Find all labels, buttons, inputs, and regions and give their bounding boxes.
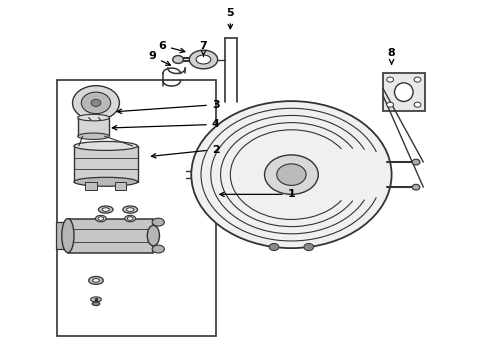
Circle shape	[81, 92, 111, 114]
Ellipse shape	[74, 177, 138, 186]
Circle shape	[414, 102, 421, 107]
Ellipse shape	[96, 215, 106, 222]
Ellipse shape	[62, 219, 74, 253]
Text: 6: 6	[158, 41, 185, 53]
Bar	[115, 182, 126, 190]
Bar	[383, 73, 424, 111]
Circle shape	[387, 77, 393, 82]
Ellipse shape	[196, 55, 211, 64]
Ellipse shape	[98, 206, 113, 213]
Bar	[85, 182, 97, 190]
Ellipse shape	[92, 302, 100, 306]
Text: 2: 2	[151, 144, 220, 158]
Circle shape	[412, 159, 420, 165]
Text: 4: 4	[112, 120, 220, 130]
Text: 8: 8	[388, 48, 395, 64]
Text: 3: 3	[117, 100, 220, 113]
Bar	[68, 219, 153, 253]
Ellipse shape	[91, 297, 101, 302]
Ellipse shape	[89, 276, 103, 284]
Text: 7: 7	[199, 41, 207, 56]
Ellipse shape	[147, 225, 159, 246]
Circle shape	[269, 243, 279, 251]
Ellipse shape	[102, 208, 109, 211]
Ellipse shape	[152, 218, 164, 226]
Bar	[74, 146, 138, 182]
Circle shape	[412, 184, 420, 190]
Ellipse shape	[123, 206, 138, 213]
Ellipse shape	[77, 133, 109, 139]
Circle shape	[277, 164, 306, 185]
Ellipse shape	[77, 114, 109, 121]
Bar	[77, 118, 109, 136]
Ellipse shape	[126, 208, 134, 211]
Ellipse shape	[125, 215, 136, 222]
Circle shape	[265, 155, 318, 194]
Circle shape	[414, 77, 421, 82]
Ellipse shape	[394, 83, 413, 102]
Ellipse shape	[127, 217, 133, 220]
Text: 9: 9	[148, 51, 171, 65]
Circle shape	[191, 101, 392, 248]
Bar	[57, 80, 216, 336]
Ellipse shape	[93, 279, 99, 282]
Ellipse shape	[74, 141, 138, 150]
Ellipse shape	[98, 217, 104, 220]
Circle shape	[91, 99, 101, 107]
Bar	[56, 222, 68, 249]
Ellipse shape	[152, 245, 164, 253]
Ellipse shape	[189, 50, 218, 69]
Ellipse shape	[172, 55, 183, 63]
Circle shape	[73, 86, 120, 120]
Circle shape	[304, 243, 314, 251]
Text: 1: 1	[220, 189, 295, 199]
Circle shape	[387, 102, 393, 107]
Text: 5: 5	[226, 8, 234, 29]
